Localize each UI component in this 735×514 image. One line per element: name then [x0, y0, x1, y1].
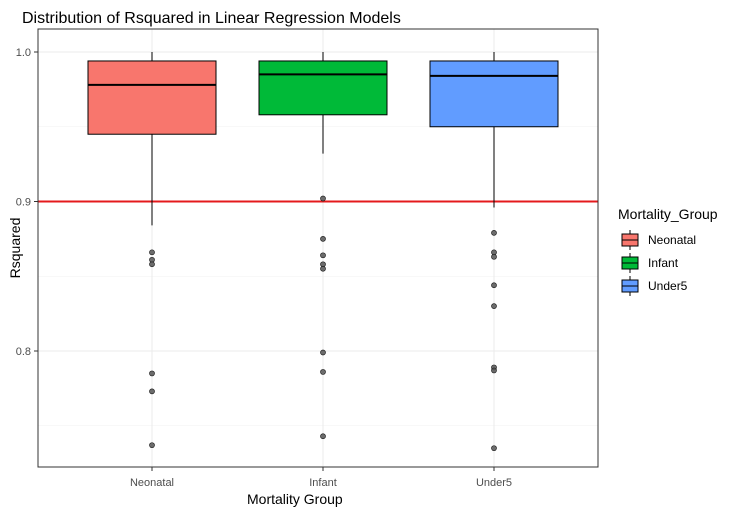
x-tick-label: Neonatal: [130, 477, 174, 489]
outlier-point: [320, 236, 326, 242]
legend-title: Mortality_Group: [618, 206, 718, 222]
outlier-point: [149, 388, 155, 395]
legend-entry-under5: Under5: [621, 276, 688, 296]
box-iqr: [429, 60, 559, 128]
outlier-point: [491, 253, 497, 260]
x-tick-label: Under5: [476, 477, 512, 489]
y-tick-label: 0.9: [16, 197, 31, 209]
outlier-point: [149, 261, 155, 268]
outlier-point: [320, 433, 326, 440]
legend-entry-neonatal: Neonatal: [621, 230, 696, 250]
box-iqr: [258, 60, 388, 116]
panel-border: [37, 28, 599, 468]
boxes-layer: [87, 52, 559, 226]
legend: Mortality_Group Neonatal Infant Under5: [618, 206, 718, 296]
outliers-layer: [149, 195, 497, 452]
outlier-point: [149, 249, 155, 256]
outlier-point: [491, 230, 497, 236]
y-axis: 0.8 0.9 1.0: [16, 47, 38, 358]
chart-title: Distribution of Rsquared in Linear Regre…: [22, 10, 401, 27]
outlier-point: [149, 370, 155, 377]
box-infant: [258, 52, 388, 154]
box-iqr: [87, 60, 217, 135]
x-tick-label: Infant: [309, 477, 337, 489]
outlier-point: [320, 349, 326, 356]
outlier-point: [491, 303, 497, 309]
box-under5: [429, 52, 559, 208]
outlier-point: [320, 369, 326, 375]
outlier-point: [320, 195, 326, 202]
x-axis-title: Mortality Group: [247, 491, 343, 507]
outlier-point: [491, 445, 497, 452]
y-tick-label: 1.0: [16, 47, 31, 59]
legend-label: Infant: [648, 256, 679, 270]
y-axis-title: Rsquared: [7, 218, 23, 279]
box-neonatal: [87, 52, 217, 226]
legend-label: Neonatal: [648, 233, 696, 247]
x-axis: Neonatal Infant Under5: [130, 467, 512, 489]
outlier-point: [320, 265, 326, 272]
legend-entry-infant: Infant: [621, 253, 679, 273]
outlier-point: [491, 367, 497, 374]
y-tick-label: 0.8: [16, 346, 31, 358]
legend-label: Under5: [648, 279, 688, 293]
outlier-point: [491, 282, 497, 289]
outlier-point: [320, 252, 326, 259]
outlier-point: [149, 442, 155, 449]
